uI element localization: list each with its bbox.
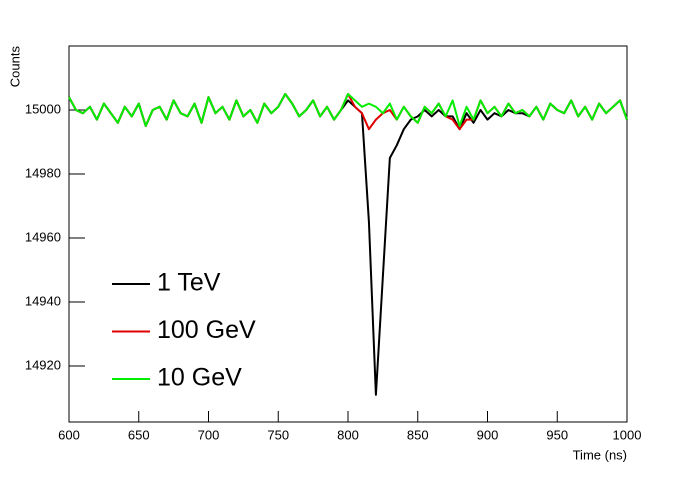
x-tick-label: 600 [58, 427, 80, 442]
y-tick-label: 14940 [25, 293, 61, 308]
y-tick-label: 15000 [25, 101, 61, 116]
y-axis-label: Counts [7, 46, 22, 88]
y-tick-label: 14980 [25, 165, 61, 180]
y-tick-label: 14920 [25, 357, 61, 372]
legend-label: 10 GeV [157, 364, 242, 392]
legend-label: 1 TeV [157, 269, 221, 297]
x-tick-label: 650 [128, 427, 150, 442]
y-tick-label: 14960 [25, 229, 61, 244]
x-axis-label: Time (ns) [573, 447, 627, 462]
x-tick-label: 950 [546, 427, 568, 442]
x-tick-label: 750 [267, 427, 289, 442]
legend-label: 100 GeV [157, 316, 256, 344]
x-tick-label: 700 [198, 427, 220, 442]
series-line [68, 93, 628, 127]
x-tick-label: 900 [477, 427, 499, 442]
x-tick-label: 800 [337, 427, 359, 442]
x-tick-label: 850 [407, 427, 429, 442]
x-tick-label: 1000 [613, 427, 642, 442]
